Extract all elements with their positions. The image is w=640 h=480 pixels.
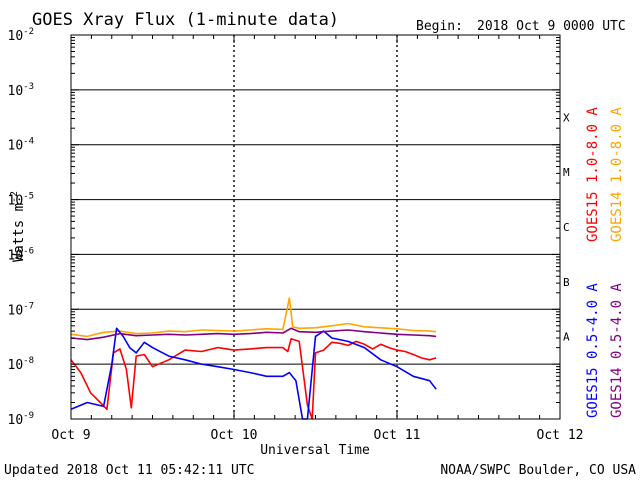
- begin-value: 2018 Oct 9 0000 UTC: [477, 19, 626, 34]
- y-axis-label: Watts m-2: [9, 191, 27, 262]
- y-tick-label: 10-4: [8, 137, 35, 154]
- series-layer: [70, 297, 437, 420]
- y-tick-label-exp: -9: [23, 411, 34, 421]
- y-tick-label-base: 10: [8, 139, 24, 154]
- y-tick-label: 10-8: [8, 356, 35, 373]
- y-tick-label-exp: -3: [23, 82, 34, 92]
- y-tick-label: 10-7: [8, 301, 35, 318]
- y-tick-label-base: 10: [8, 303, 24, 318]
- x-tick-label: Oct 11: [374, 428, 421, 443]
- y-tick-label-exp: -6: [23, 246, 34, 256]
- flare-class-a: A: [563, 331, 570, 344]
- begin-label: Begin:: [416, 19, 463, 34]
- y-tick-label-base: 10: [8, 413, 24, 428]
- flare-class-c: C: [563, 221, 570, 234]
- chart-title: GOES Xray Flux (1-minute data): [32, 10, 339, 30]
- y-tick-label-exp: -2: [23, 27, 34, 37]
- y-tick-label: 10-6: [8, 246, 35, 263]
- legend-entry-0: GOES15 1.0-8.0 A: [585, 107, 601, 242]
- y-tick-label-base: 10: [8, 358, 24, 373]
- credit-text: NOAA/SWPC Boulder, CO USA: [440, 463, 636, 478]
- legend-entry-2: GOES15 0.5-4.0 A: [585, 283, 601, 418]
- flare-class-b: B: [563, 276, 570, 289]
- y-tick-label-exp: -5: [23, 192, 34, 202]
- flare-class-m: M: [563, 166, 570, 179]
- series-line-0: [70, 338, 437, 420]
- x-tick-label: Oct 10: [211, 428, 258, 443]
- y-axis: 10-910-810-710-610-510-410-310-2: [8, 27, 560, 428]
- flare-class-x: X: [563, 111, 570, 124]
- y-tick-label-base: 10: [8, 194, 24, 209]
- updated-timestamp: Updated 2018 Oct 11 05:42:11 UTC: [4, 463, 254, 478]
- y-tick-label: 10-2: [8, 27, 35, 44]
- y-tick-label-base: 10: [8, 29, 24, 44]
- grid-layer: [71, 35, 560, 419]
- y-tick-label-base: 10: [8, 84, 24, 99]
- y-tick-label-base: 10: [8, 248, 24, 263]
- y-tick-label-exp: -8: [23, 356, 34, 366]
- flare-class-labels: A B C M X: [563, 111, 570, 343]
- series-line-2: [70, 327, 437, 420]
- y-tick-label: 10-9: [8, 411, 35, 428]
- legend-entry-3: GOES14 0.5-4.0 A: [609, 283, 625, 418]
- x-axis: Oct 9 Oct 10 Oct 11 Oct 12: [51, 35, 583, 443]
- x-tick-label: Oct 12: [537, 428, 584, 443]
- legend-entry-1: GOES14 1.0-8.0 A: [609, 107, 625, 242]
- x-axis-label: Universal Time: [260, 443, 370, 458]
- y-tick-label-exp: -7: [23, 301, 34, 311]
- title-group: GOES Xray Flux (1-minute data) Begin: 20…: [32, 10, 626, 34]
- series-line-1: [70, 297, 437, 338]
- y-tick-label: 10-5: [8, 192, 35, 209]
- x-tick-label: Oct 9: [51, 428, 90, 443]
- y-tick-label: 10-3: [8, 82, 35, 99]
- legend: GOES15 1.0-8.0 A GOES14 1.0-8.0 A GOES15 0…: [585, 107, 625, 418]
- series-line-3: [70, 327, 437, 341]
- y-tick-label-exp: -4: [23, 137, 34, 147]
